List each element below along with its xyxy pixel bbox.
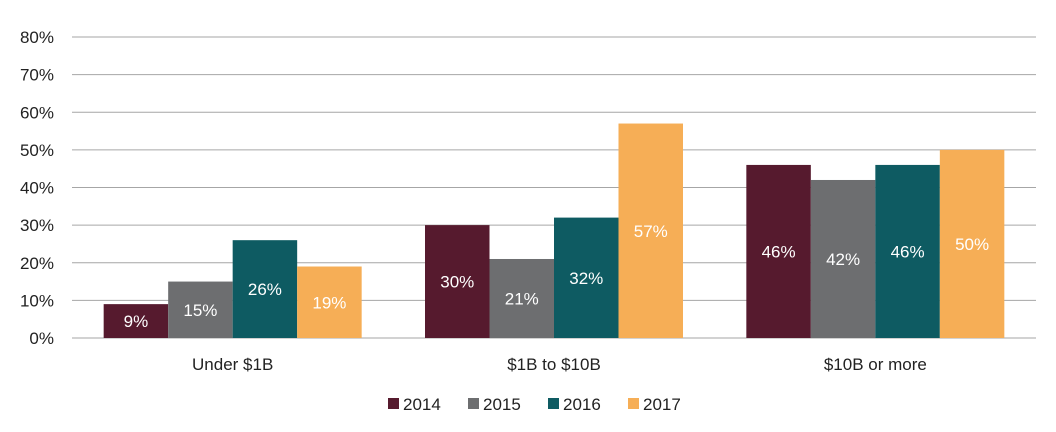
category-label: Under $1B	[192, 355, 273, 374]
data-label-2015-2: 42%	[826, 250, 860, 269]
bar-2016-1	[554, 217, 619, 338]
bar-2016-2	[875, 164, 940, 338]
legend-swatch-2014	[388, 398, 399, 409]
data-label-2017-2: 50%	[955, 235, 989, 254]
y-tick-label: 50%	[20, 141, 54, 160]
data-label-2016-2: 46%	[891, 242, 925, 261]
bars	[103, 123, 1005, 338]
data-label-2017-0: 19%	[312, 293, 346, 312]
legend-label-2014: 2014	[403, 395, 441, 414]
data-label-2017-1: 57%	[634, 222, 668, 241]
y-tick-label: 0%	[29, 329, 54, 348]
legend: 2014 2015 2016 2017	[388, 395, 681, 414]
data-labels: 9% 15% 26% 19% 30% 21% 32% 57% 46% 42% 46% 50%	[124, 222, 989, 331]
data-label-2016-0: 26%	[248, 280, 282, 299]
bar-2014-2	[746, 164, 811, 338]
data-label-2015-0: 15%	[183, 301, 217, 320]
data-label-2016-1: 32%	[569, 269, 603, 288]
y-tick-label: 30%	[20, 216, 54, 235]
data-label-2015-1: 21%	[505, 289, 539, 308]
data-label-2014-0: 9%	[124, 312, 149, 331]
bar-2014-0	[103, 304, 169, 338]
data-label-2014-2: 46%	[762, 242, 796, 261]
category-label: $1B to $10B	[507, 355, 601, 374]
y-tick-label: 20%	[20, 254, 54, 273]
data-label-2014-1: 30%	[440, 273, 474, 292]
bar-2017-2	[939, 149, 1005, 338]
bar-2015-2	[810, 179, 876, 338]
y-tick-label: 80%	[20, 28, 54, 47]
bar-2014-1	[425, 225, 490, 338]
bar-2017-0	[297, 266, 362, 338]
y-tick-label: 40%	[20, 179, 54, 198]
legend-swatch-2017	[628, 398, 639, 409]
legend-label-2015: 2015	[483, 395, 521, 414]
x-axis-categories: Under $1B $1B to $10B $10B or more	[192, 355, 927, 374]
bar-2015-1	[489, 258, 554, 338]
legend-swatch-2015	[468, 398, 479, 409]
bar-2017-1	[618, 123, 683, 338]
y-tick-label: 60%	[20, 103, 54, 122]
y-tick-label: 70%	[20, 66, 54, 85]
bar-2016-0	[232, 240, 298, 338]
category-label: $10B or more	[824, 355, 927, 374]
y-axis-ticks: 0% 10% 20% 30% 40% 50% 60% 70% 80%	[20, 28, 54, 348]
legend-label-2017: 2017	[643, 395, 681, 414]
y-tick-label: 10%	[20, 291, 54, 310]
legend-label-2016: 2016	[563, 395, 601, 414]
legend-swatch-2016	[548, 398, 559, 409]
bar-2015-0	[168, 281, 233, 338]
